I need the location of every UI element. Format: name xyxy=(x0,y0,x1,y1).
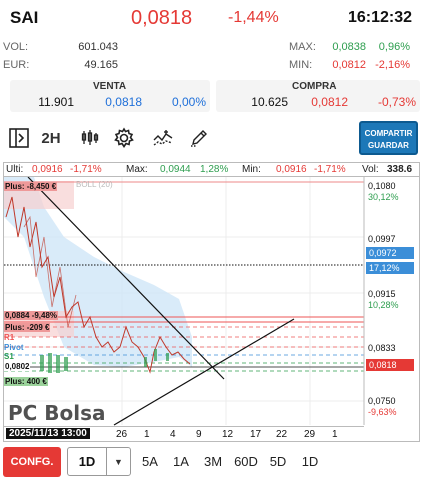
compra-pct: -0,73% xyxy=(377,95,416,109)
period-60d-button[interactable]: 60D xyxy=(234,454,258,469)
panel-toggle-icon[interactable] xyxy=(6,126,32,150)
info-last-pct: -1,71% xyxy=(70,164,102,175)
price-chart[interactable]: PC Bolsa BOLL (20) Plus: -8,450 € 0,0884… xyxy=(3,177,420,442)
quote-time: 16:12:32 xyxy=(347,9,412,26)
y-label: 0,0997 xyxy=(368,234,396,244)
pivot-tag: Pivot xyxy=(4,343,24,352)
x-label: 29 xyxy=(304,429,316,440)
compra-box[interactable] xyxy=(216,80,420,112)
venta-box[interactable] xyxy=(10,80,210,112)
period-1a-button[interactable]: 1A xyxy=(173,454,189,469)
period-3m-button[interactable]: 3M xyxy=(203,454,223,469)
y-label: 10,28% xyxy=(368,300,399,310)
pivot-r2-value: Plus: -209 € xyxy=(4,323,51,332)
x-label: 12 xyxy=(222,429,234,440)
info-min-label: Min: xyxy=(242,164,261,175)
x-label: 17 xyxy=(250,429,262,440)
pivot-s-tag: S1 xyxy=(4,352,14,361)
x-label: 9 xyxy=(196,429,202,440)
info-last-label: Ulti: xyxy=(6,164,24,175)
bottom-bar: CONFG. 1D ▼ 5A 1A 3M 60D 5D 1D xyxy=(0,446,430,478)
candle-type-icon[interactable] xyxy=(78,126,102,150)
y-label: -9,63% xyxy=(368,407,397,417)
venta-qty: 11.901 xyxy=(38,95,74,109)
y-label: 0,0833 xyxy=(368,343,396,353)
x-axis: 2025/11/13 13:00 26 1 4 9 12 17 22 29 1 xyxy=(4,426,364,441)
max-label: MAX: xyxy=(289,41,316,53)
info-vol-label: Vol: xyxy=(362,164,379,175)
y-label: 30,12% xyxy=(368,192,399,202)
info-max-label: Max: xyxy=(126,164,148,175)
last-price: 0,0818 xyxy=(131,7,193,29)
info-vol-value: 338.6 xyxy=(387,164,413,175)
pivot-plus-2: Plus: 400 € xyxy=(4,377,48,386)
y-label: 0,1080 xyxy=(368,181,396,191)
period-1d-button[interactable]: 1D xyxy=(301,454,319,469)
pivot-r1-value: 0,0884 -9,48% xyxy=(4,311,59,320)
boll-label: BOLL (20) xyxy=(76,180,113,189)
y-label: 17,12% xyxy=(366,262,414,274)
venta-title: VENTA xyxy=(93,81,127,92)
x-label: 1 xyxy=(332,429,338,440)
compra-price: 0,0812 xyxy=(311,95,348,109)
pivot-s1-value: 0,0802 xyxy=(4,362,31,371)
eur-label: EUR: xyxy=(3,59,30,71)
y-label: 0,0915 xyxy=(368,289,396,299)
config-button[interactable]: CONFG. xyxy=(3,447,61,477)
pivot-r-tag: R1 xyxy=(4,333,15,342)
pivot-plus-1: Plus: -8,450 € xyxy=(4,182,58,191)
x-label: 26 xyxy=(116,429,128,440)
chart-toolbar: 2H xyxy=(0,120,430,156)
session-stats: VOL: 601.043 EUR: 49.165 MAX: 0,0838 0,9… xyxy=(0,38,430,74)
indicators-icon[interactable] xyxy=(150,126,176,150)
volume-label: VOL: xyxy=(3,41,29,53)
info-min-value: 0,0916 xyxy=(276,164,307,175)
x-label: 4 xyxy=(170,429,176,440)
venta-pct: 0,00% xyxy=(171,95,206,109)
max-percent: 0,96% xyxy=(378,41,410,53)
volume-value: 601.043 xyxy=(78,41,118,53)
drawing-pencil-icon[interactable] xyxy=(186,126,212,150)
watermark-logo: PC Bolsa xyxy=(8,401,106,425)
change-percent: -1,44% xyxy=(228,9,279,26)
min-value: 0,0812 xyxy=(332,59,366,71)
x-label: 22 xyxy=(276,429,288,440)
y-label: 0,0750 xyxy=(368,396,396,406)
period-select[interactable]: 1D ▼ xyxy=(67,447,131,476)
min-label: MIN: xyxy=(289,59,313,71)
period-5d-button[interactable]: 5D xyxy=(269,454,287,469)
min-percent: -2,16% xyxy=(375,59,410,71)
info-max-value: 0,0944 xyxy=(160,164,191,175)
share-label: COMPARTIR xyxy=(364,129,413,138)
settings-gear-icon[interactable] xyxy=(111,126,137,150)
y-label: 0,0972 xyxy=(366,247,414,259)
period-value: 1D xyxy=(78,454,96,469)
crosshair-date: 2025/11/13 13:00 xyxy=(6,428,90,439)
interval-selector[interactable]: 2H xyxy=(41,129,61,147)
y-label: 0,0818 xyxy=(366,359,414,371)
compra-title: COMPRA xyxy=(292,81,337,92)
venta-price: 0,0818 xyxy=(105,95,142,109)
chart-canvas[interactable]: PC Bolsa xyxy=(4,177,420,442)
chevron-down-icon[interactable]: ▼ xyxy=(106,448,130,475)
max-value: 0,0838 xyxy=(332,41,366,53)
symbol: SAI xyxy=(10,8,39,27)
period-5a-button[interactable]: 5A xyxy=(142,454,158,469)
chart-info-bar: Ulti: 0,0916 -1,71% Max: 0,0944 1,28% Mi… xyxy=(3,162,420,177)
eur-value: 49.165 xyxy=(84,59,118,71)
info-min-pct: -1,71% xyxy=(314,164,346,175)
save-label: GUARDAR xyxy=(368,141,409,150)
x-label: 1 xyxy=(144,429,150,440)
compra-qty: 10.625 xyxy=(251,95,288,109)
info-max-pct: 1,28% xyxy=(200,164,229,175)
order-book: VENTA 11.901 0,0818 0,00% COMPRA 10.625 … xyxy=(10,80,420,112)
info-last-value: 0,0916 xyxy=(32,164,63,175)
share-save-button[interactable]: COMPARTIR GUARDAR xyxy=(359,121,418,155)
quote-header: SAI 0,0818 -1,44% 16:12:32 xyxy=(0,0,430,36)
